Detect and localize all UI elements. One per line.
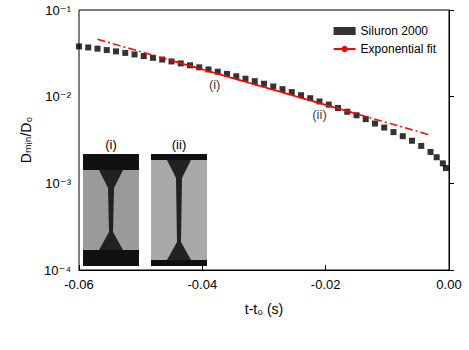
- svg-text:Dₘᵢₙ/D₀: Dₘᵢₙ/D₀: [18, 117, 34, 164]
- svg-text:10⁻⁴: 10⁻⁴: [44, 263, 71, 278]
- svg-text:(i): (i): [105, 137, 117, 152]
- svg-text:Exponential fit: Exponential fit: [361, 42, 437, 56]
- svg-text:10⁻³: 10⁻³: [45, 176, 71, 191]
- svg-text:-0.02: -0.02: [311, 277, 341, 292]
- svg-text:(i): (i): [209, 77, 221, 92]
- svg-text:-0.06: -0.06: [64, 277, 94, 292]
- svg-text:(ii): (ii): [172, 137, 186, 152]
- svg-text:(ii): (ii): [312, 107, 326, 122]
- svg-text:0.00: 0.00: [436, 277, 461, 292]
- svg-text:10⁻¹: 10⁻¹: [45, 3, 71, 18]
- svg-text:-0.04: -0.04: [188, 277, 218, 292]
- svg-text:10⁻²: 10⁻²: [45, 89, 71, 104]
- svg-text:t-t₀ (s): t-t₀ (s): [245, 301, 283, 317]
- svg-text:Siluron 2000: Siluron 2000: [361, 24, 429, 38]
